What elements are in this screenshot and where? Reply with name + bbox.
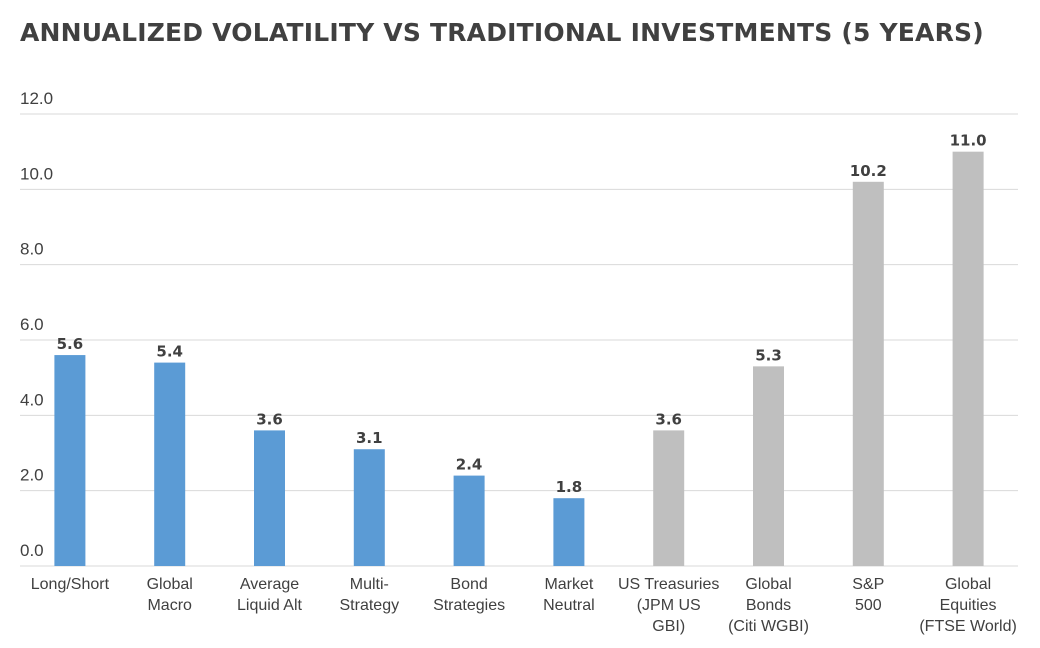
category-label: Average Liquid Alt — [237, 576, 302, 614]
chart-title: ANNUALIZED VOLATILITY VS TRADITIONAL INV… — [20, 18, 984, 47]
category-label: Long/Short — [31, 576, 110, 593]
category-label-line: Market — [544, 576, 593, 593]
category-label-line: Long/Short — [31, 576, 110, 593]
data-label: 3.6 — [256, 410, 283, 428]
y-tick-label: 10.0 — [20, 164, 53, 183]
bar — [852, 181, 884, 567]
category-label: Bond Strategies — [433, 576, 505, 614]
category-label: Global Equities (FTSE World) — [919, 576, 1016, 635]
category-labels: Long/Short Global Macro Average Liquid Alt Mu… — [31, 576, 1017, 635]
data-label: 3.1 — [356, 429, 383, 447]
category-label: Market Neutral — [543, 576, 595, 614]
bar — [353, 449, 385, 566]
category-label: Global Bonds (Citi WGBI) — [728, 576, 809, 635]
y-tick-label: 4.0 — [20, 390, 44, 409]
category-label-line: Bonds — [746, 597, 791, 614]
category-label-line: Bond — [450, 576, 487, 593]
category-label-line: Liquid Alt — [237, 597, 302, 614]
data-labels: 5.6 5.4 3.6 3.1 2.4 1.8 3.6 5.3 10.2 11.0 — [57, 132, 987, 497]
category-label-line: Equities — [940, 597, 997, 614]
category-label-line: US Treasuries — [618, 576, 719, 593]
bar — [952, 151, 984, 566]
y-tick-label: 8.0 — [20, 240, 44, 259]
category-label-line: Strategy — [340, 597, 400, 614]
data-label: 5.4 — [156, 343, 183, 361]
category-label-line: Global — [147, 576, 193, 593]
category-label-line: (Citi WGBI) — [728, 618, 809, 635]
data-label: 2.4 — [456, 456, 483, 474]
category-label-line: Average — [240, 576, 299, 593]
category-label-line: (FTSE World) — [919, 618, 1016, 635]
bar — [653, 430, 685, 566]
y-tick-label: 0.0 — [20, 541, 44, 560]
category-label-line: Global — [945, 576, 991, 593]
y-axis-ticks: 0.0 2.0 4.0 6.0 8.0 10.0 12.0 — [20, 89, 53, 560]
category-label-line: Macro — [147, 597, 192, 614]
bar — [254, 430, 285, 566]
y-tick-label: 12.0 — [20, 89, 53, 108]
gridlines — [20, 113, 1018, 567]
category-label-line: (JPM US — [637, 597, 701, 614]
category-label: Multi- Strategy — [340, 576, 400, 614]
category-label-line: Multi- — [350, 576, 389, 593]
bars — [54, 151, 984, 567]
category-label-line: Strategies — [433, 597, 505, 614]
data-label: 5.6 — [57, 335, 84, 353]
category-label-line: Neutral — [543, 597, 595, 614]
category-label-line: GBI) — [652, 618, 685, 635]
data-label: 1.8 — [556, 478, 583, 496]
bar — [154, 362, 186, 566]
category-label: US Treasuries (JPM US GBI) — [618, 576, 719, 635]
category-label: Global Macro — [147, 576, 193, 614]
bar — [453, 475, 485, 566]
data-label: 3.6 — [655, 410, 682, 428]
bar — [54, 355, 86, 566]
y-tick-label: 6.0 — [20, 315, 44, 334]
y-tick-label: 2.0 — [20, 466, 44, 485]
category-label-line: Global — [745, 576, 791, 593]
category-label-line: S&P — [852, 576, 884, 593]
category-label-line: 500 — [855, 597, 882, 614]
data-label: 5.3 — [755, 346, 782, 364]
data-label: 11.0 — [950, 132, 987, 150]
category-label: S&P 500 — [852, 576, 884, 614]
bar — [553, 498, 585, 566]
bar — [753, 366, 784, 566]
data-label: 10.2 — [850, 162, 887, 180]
